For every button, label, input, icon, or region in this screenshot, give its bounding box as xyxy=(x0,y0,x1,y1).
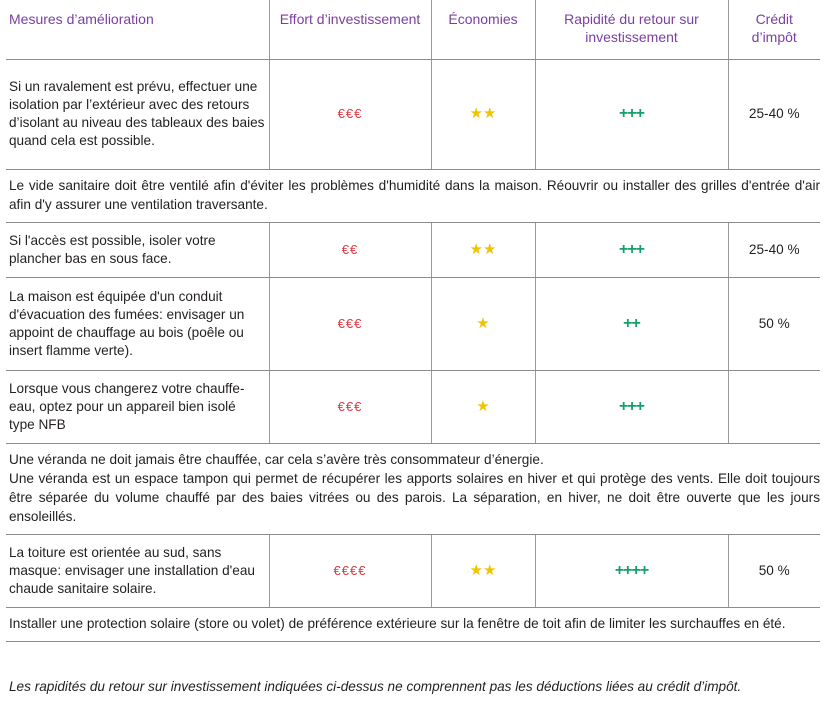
table-row: La toiture est orientée au sud, sans mas… xyxy=(6,534,820,608)
measure-text: Si un ravalement est prévu, effectuer un… xyxy=(6,59,269,170)
table-row: Lorsque vous changerez votre chauffe-eau… xyxy=(6,370,820,444)
payback-cell: +++ xyxy=(534,222,728,278)
savings-cell: ★★ xyxy=(430,222,535,278)
payback-cell: ++ xyxy=(534,277,728,371)
effort-cell: €€€€ xyxy=(268,534,431,608)
euro-rating: €€€ xyxy=(337,315,363,331)
measures-table: Mesures d’amélioration Effort d’investis… xyxy=(6,0,820,642)
table-row: La maison est équipée d'un conduit d'éva… xyxy=(6,277,820,371)
note-veranda: Une véranda ne doit jamais être chauffée… xyxy=(6,443,820,535)
note-row: Une véranda ne doit jamais être chauffée… xyxy=(6,443,820,535)
table-header-row: Mesures d’amélioration Effort d’investis… xyxy=(6,0,820,60)
note-protection-solaire: Installer une protection solaire (store … xyxy=(6,607,820,642)
table-row: Si l'accès est possible, isoler votre pl… xyxy=(6,222,820,278)
star-rating-icon: ★ xyxy=(476,397,490,415)
euro-rating: €€€€ xyxy=(333,562,367,578)
savings-cell: ★★ xyxy=(430,59,535,170)
star-rating-icon: ★★ xyxy=(469,240,497,258)
tax-credit-cell xyxy=(727,370,820,444)
header-payback: Rapidité du retour sur investissement xyxy=(534,0,728,60)
note-row: Le vide sanitaire doit être ventilé afin… xyxy=(6,169,820,223)
plus-rating: +++ xyxy=(618,105,645,122)
payback-cell: +++ xyxy=(534,59,728,170)
tax-credit-cell: 25-40 % xyxy=(727,59,820,170)
effort-cell: €€€ xyxy=(268,277,431,371)
euro-rating: €€€ xyxy=(337,106,363,121)
footnote: Les rapidités du retour sur investisseme… xyxy=(9,679,742,694)
plus-rating: ++++ xyxy=(614,561,649,579)
header-effort: Effort d’investissement xyxy=(268,0,431,60)
effort-cell: €€ xyxy=(268,222,431,278)
plus-rating: +++ xyxy=(618,397,645,415)
note-row: Installer une protection solaire (store … xyxy=(6,607,820,642)
measure-text: Lorsque vous changerez votre chauffe-eau… xyxy=(6,370,269,444)
header-savings: Économies xyxy=(430,0,535,60)
tax-credit-cell: 50 % xyxy=(727,277,820,371)
table-row: Si un ravalement est prévu, effectuer un… xyxy=(6,59,820,170)
tax-credit-cell: 25-40 % xyxy=(727,222,820,278)
tax-credit-cell: 50 % xyxy=(727,534,820,608)
measure-text: La toiture est orientée au sud, sans mas… xyxy=(6,534,269,608)
star-rating-icon: ★ xyxy=(476,314,490,332)
measure-text: La maison est équipée d'un conduit d'éva… xyxy=(6,277,269,371)
euro-rating: €€€ xyxy=(337,398,363,414)
payback-cell: ++++ xyxy=(534,534,728,608)
savings-cell: ★ xyxy=(430,277,535,371)
savings-cell: ★★ xyxy=(430,534,535,608)
payback-cell: +++ xyxy=(534,370,728,444)
note-vide-sanitaire: Le vide sanitaire doit être ventilé afin… xyxy=(6,169,820,223)
plus-rating: +++ xyxy=(618,240,645,258)
note-veranda-line-2: Une véranda est un espace tampon qui per… xyxy=(9,470,820,524)
measure-text: Si l'accès est possible, isoler votre pl… xyxy=(6,222,269,278)
header-tax-credit: Crédit d’impôt xyxy=(727,0,820,60)
plus-rating: ++ xyxy=(623,314,641,332)
header-measures: Mesures d’amélioration xyxy=(6,0,269,60)
effort-cell: €€€ xyxy=(268,370,431,444)
savings-cell: ★ xyxy=(430,370,535,444)
star-rating-icon: ★★ xyxy=(469,561,497,579)
note-veranda-line-1: Une véranda ne doit jamais être chauffée… xyxy=(9,451,544,467)
star-rating-icon: ★★ xyxy=(469,105,497,122)
effort-cell: €€€ xyxy=(268,59,431,170)
euro-rating: €€ xyxy=(341,241,359,257)
